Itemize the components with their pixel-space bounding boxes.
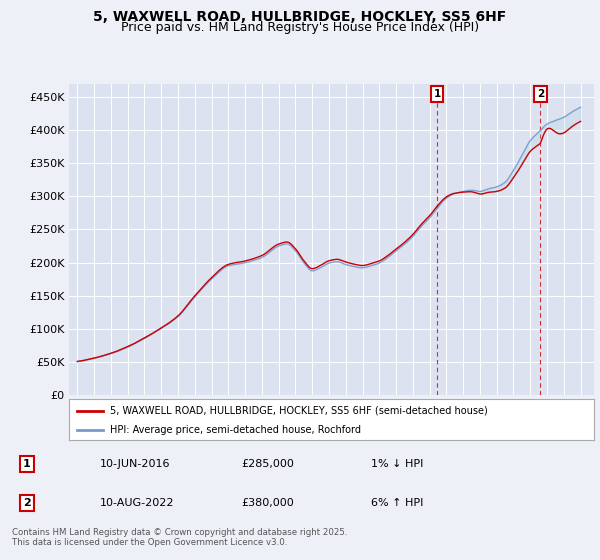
Text: £380,000: £380,000 — [241, 498, 294, 508]
Text: 6% ↑ HPI: 6% ↑ HPI — [371, 498, 423, 508]
Text: 10-AUG-2022: 10-AUG-2022 — [100, 498, 175, 508]
Text: HPI: Average price, semi-detached house, Rochford: HPI: Average price, semi-detached house,… — [110, 424, 361, 435]
Text: Contains HM Land Registry data © Crown copyright and database right 2025.
This d: Contains HM Land Registry data © Crown c… — [12, 528, 347, 547]
Text: 2: 2 — [537, 89, 544, 99]
Text: 5, WAXWELL ROAD, HULLBRIDGE, HOCKLEY, SS5 6HF: 5, WAXWELL ROAD, HULLBRIDGE, HOCKLEY, SS… — [94, 10, 506, 24]
Text: 1% ↓ HPI: 1% ↓ HPI — [371, 459, 423, 469]
Text: 5, WAXWELL ROAD, HULLBRIDGE, HOCKLEY, SS5 6HF (semi-detached house): 5, WAXWELL ROAD, HULLBRIDGE, HOCKLEY, SS… — [110, 405, 488, 416]
Text: 1: 1 — [433, 89, 440, 99]
Text: 2: 2 — [23, 498, 31, 508]
Text: 1: 1 — [23, 459, 31, 469]
Text: 10-JUN-2016: 10-JUN-2016 — [100, 459, 170, 469]
Text: Price paid vs. HM Land Registry's House Price Index (HPI): Price paid vs. HM Land Registry's House … — [121, 21, 479, 34]
Text: £285,000: £285,000 — [241, 459, 294, 469]
